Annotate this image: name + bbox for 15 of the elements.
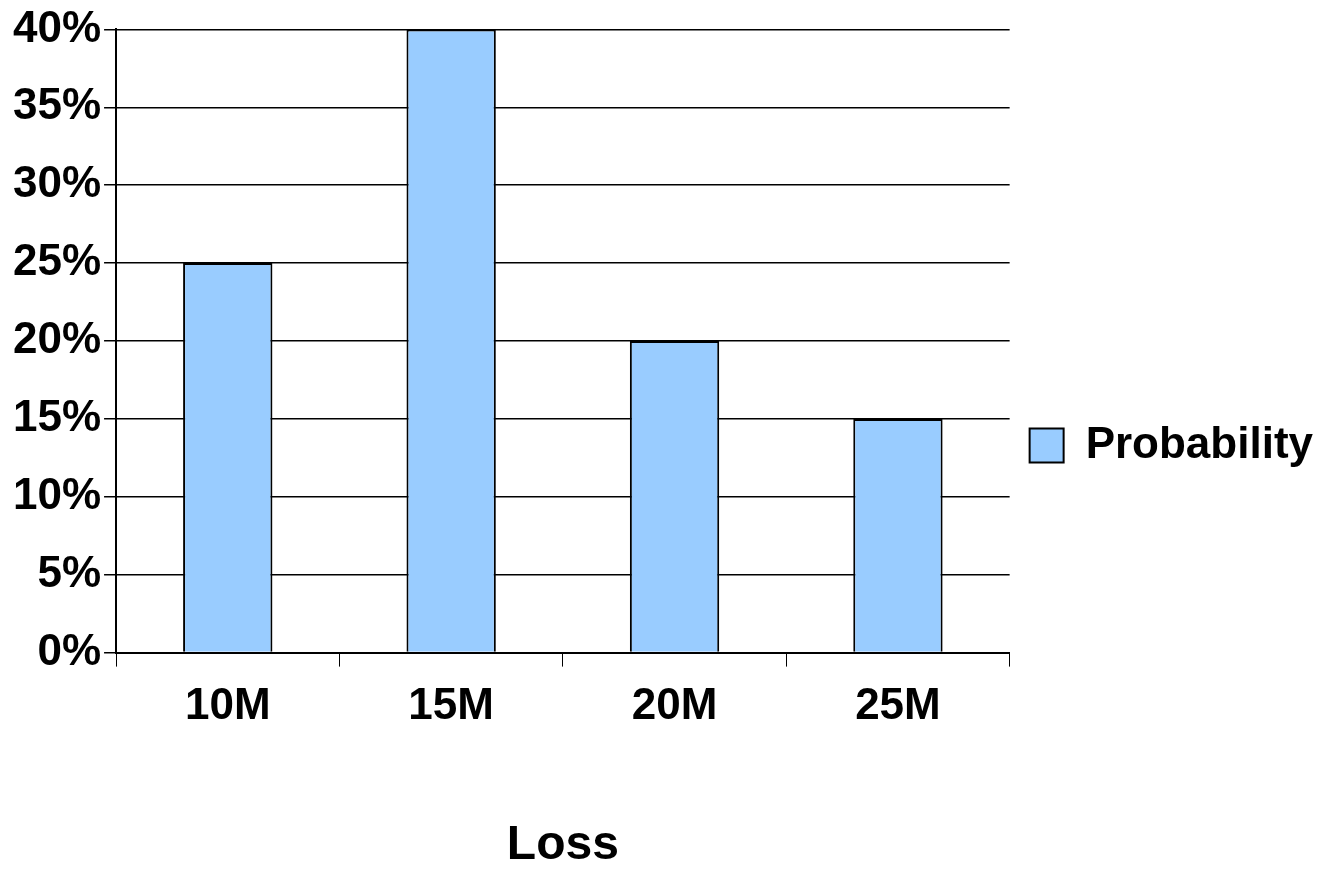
x-axis-title: Loss [506,816,619,870]
y-tick-label: 5% [37,546,102,596]
y-tick-label: 25% [12,235,102,285]
y-tick-label: 15% [12,391,102,441]
y-tick-label: 30% [12,157,102,207]
x-tick-label: 25M [855,679,941,729]
x-tick-label: 15M [408,679,494,729]
y-tick-label: 10% [12,468,102,518]
y-tick-label: 40% [12,1,102,51]
x-tick-label: 10M [184,679,271,729]
x-tick-label: 20M [631,679,718,729]
y-tick-label: 20% [12,313,102,363]
legend-label: Probability [1085,417,1314,467]
y-tick-label: 35% [12,79,102,129]
y-tick-label: 0% [37,624,102,674]
